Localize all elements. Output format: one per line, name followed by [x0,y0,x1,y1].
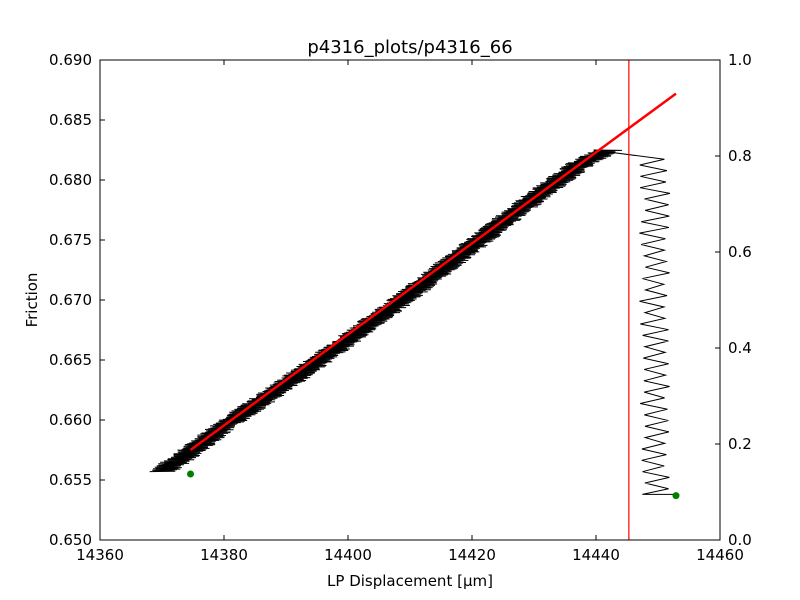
green-marker-1 [187,470,195,478]
plot-frame [99,59,721,541]
green-marker-2 [672,492,680,500]
x-tick-label: 14400 [324,546,372,564]
y-tick-label: 0.675 [49,231,92,249]
y2-tick-label: 1.0 [728,51,752,69]
y2-tick-label: 0.4 [728,339,752,357]
y-tick-label: 0.660 [49,411,92,429]
friction-series [149,149,677,495]
y-tick-label: 0.665 [49,351,92,369]
y2-tick-label: 0.0 [728,531,752,549]
y-tick-label: 0.670 [49,291,92,309]
x-tick-label: 14440 [572,546,620,564]
x-axis: 14360 14380 14400 14420 14440 14460 [76,60,744,564]
y2-tick-label: 0.8 [728,147,752,165]
y-tick-label: 0.690 [49,51,92,69]
y-tick-label: 0.680 [49,171,92,189]
y-axis-left: 0.650 0.655 0.660 0.665 0.670 0.675 0.680 0.685… [49,51,105,549]
x-tick-label: 14360 [76,546,124,564]
x-axis-title: LP Displacement [μm] [327,572,493,590]
x-tick-label: 14420 [448,546,496,564]
y-tick-label: 0.655 [49,471,92,489]
fit-line [189,92,677,452]
chart-title: p4316_plots/p4316_66 [307,37,512,58]
x-tick-label: 14380 [200,546,248,564]
y2-tick-label: 0.2 [728,435,752,453]
y-axis-title: Friction [23,273,41,328]
y2-tick-label: 0.6 [728,243,752,261]
y-tick-label: 0.650 [49,531,92,549]
y-tick-label: 0.685 [49,111,92,129]
x-tick-label: 14460 [696,546,744,564]
y-axis-right: 0.0 0.2 0.4 0.6 0.8 1.0 [715,51,752,549]
plot-area [149,60,680,540]
